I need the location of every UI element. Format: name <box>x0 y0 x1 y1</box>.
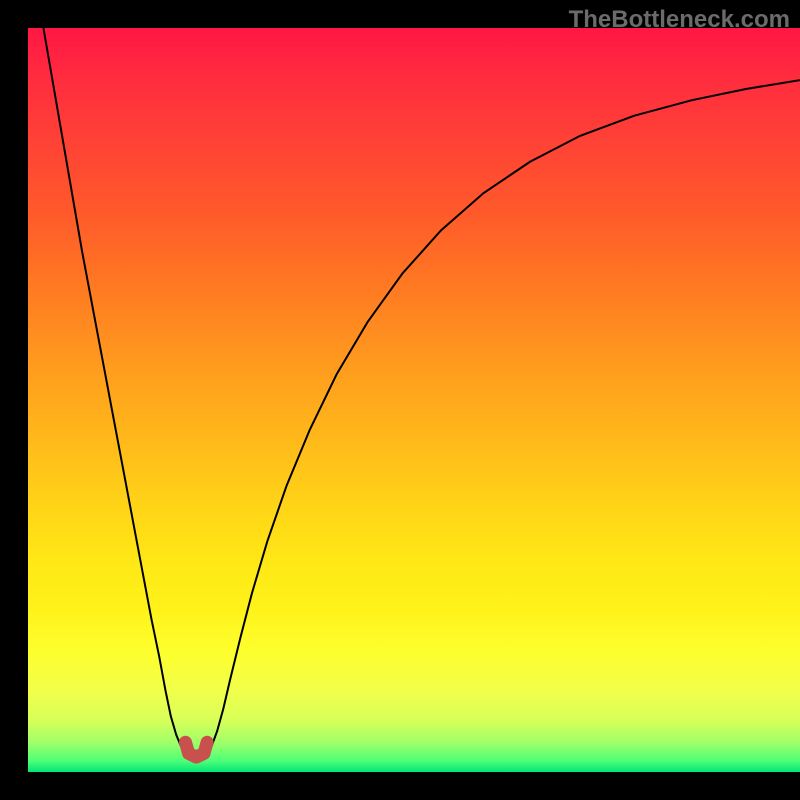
bottleneck-chart: TheBottleneck.com <box>0 0 800 800</box>
valley-marker <box>185 742 207 757</box>
curve-left-branch <box>43 28 185 753</box>
watermark-text: TheBottleneck.com <box>569 6 790 34</box>
curve-layer <box>28 28 800 772</box>
plot-area <box>28 28 800 772</box>
curve-right-branch <box>207 80 800 753</box>
